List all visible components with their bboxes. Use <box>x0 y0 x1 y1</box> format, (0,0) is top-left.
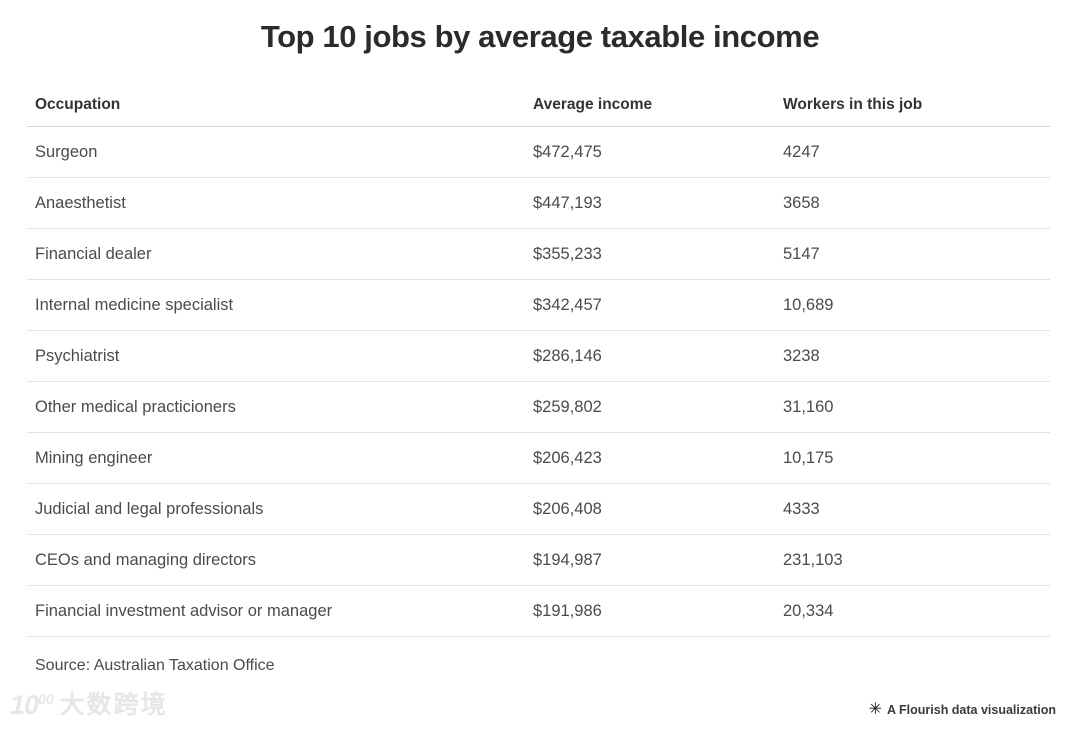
brand-watermark-text: 大数跨境 <box>59 691 168 719</box>
occupation-cell: Surgeon <box>35 142 98 161</box>
occupation-cell: Internal medicine specialist <box>35 295 234 314</box>
table-row: Judicial and legal professionals $206,40… <box>27 484 1050 535</box>
income-cell: $355,233 <box>533 244 602 263</box>
occupation-cell: Psychiatrist <box>35 346 120 365</box>
table-row: Surgeon $472,475 4247 <box>27 127 1050 178</box>
brand-logo-icon: 1000 <box>10 690 54 720</box>
workers-cell: 10,175 <box>783 448 834 467</box>
income-cell: $342,457 <box>533 295 602 314</box>
occupation-cell: CEOs and managing directors <box>35 550 257 569</box>
workers-cell: 231,103 <box>783 550 843 569</box>
table-row: Financial investment advisor or manager … <box>27 586 1050 637</box>
workers-cell: 20,334 <box>783 601 834 620</box>
occupation-cell: Mining engineer <box>35 448 153 467</box>
brand-watermark: 1000 大数跨境 <box>10 692 168 719</box>
table-header-row: Occupation Average income Workers in thi… <box>27 84 1050 127</box>
occupation-cell: Anaesthetist <box>35 193 126 212</box>
column-header-occupation: Occupation <box>35 96 121 113</box>
table-row: CEOs and managing directors $194,987 231… <box>27 535 1050 586</box>
income-cell: $472,475 <box>533 142 602 161</box>
income-cell: $286,146 <box>533 346 602 365</box>
income-cell: $206,408 <box>533 499 602 518</box>
workers-cell: 4333 <box>783 499 820 518</box>
table-row: Mining engineer $206,423 10,175 <box>27 433 1050 484</box>
occupation-cell: Financial dealer <box>35 244 152 263</box>
table-row: Anaesthetist $447,193 3658 <box>27 178 1050 229</box>
column-header-average-income: Average income <box>533 96 653 113</box>
income-cell: $259,802 <box>533 397 602 416</box>
income-cell: $206,423 <box>533 448 602 467</box>
workers-cell: 4247 <box>783 142 820 161</box>
workers-cell: 10,689 <box>783 295 834 314</box>
occupation-cell: Financial investment advisor or manager <box>35 601 333 620</box>
workers-cell: 3658 <box>783 193 820 212</box>
occupation-cell: Other medical practicioners <box>35 397 236 416</box>
table-row: Internal medicine specialist $342,457 10… <box>27 280 1050 331</box>
column-header-workers: Workers in this job <box>783 96 923 113</box>
data-table: Occupation Average income Workers in thi… <box>27 84 1050 637</box>
income-cell: $191,986 <box>533 601 602 620</box>
workers-cell: 5147 <box>783 244 820 263</box>
workers-cell: 31,160 <box>783 397 834 416</box>
table-row: Financial dealer $355,233 5147 <box>27 229 1050 280</box>
income-cell: $447,193 <box>533 193 602 212</box>
table-body: Surgeon $472,475 4247 Anaesthetist $447,… <box>27 127 1050 637</box>
income-cell: $194,987 <box>533 550 602 569</box>
workers-cell: 3238 <box>783 346 820 365</box>
flourish-star-icon: ✳ <box>868 701 882 718</box>
source-note: Source: Australian Taxation Office <box>35 657 275 674</box>
flourish-attribution[interactable]: ✳ A Flourish data visualization <box>869 702 1056 718</box>
table-row: Psychiatrist $286,146 3238 <box>27 331 1050 382</box>
flourish-attribution-label: A Flourish data visualization <box>886 703 1056 717</box>
page-title: Top 10 jobs by average taxable income <box>260 19 820 54</box>
occupation-cell: Judicial and legal professionals <box>35 499 264 518</box>
table-row: Other medical practicioners $259,802 31,… <box>27 382 1050 433</box>
